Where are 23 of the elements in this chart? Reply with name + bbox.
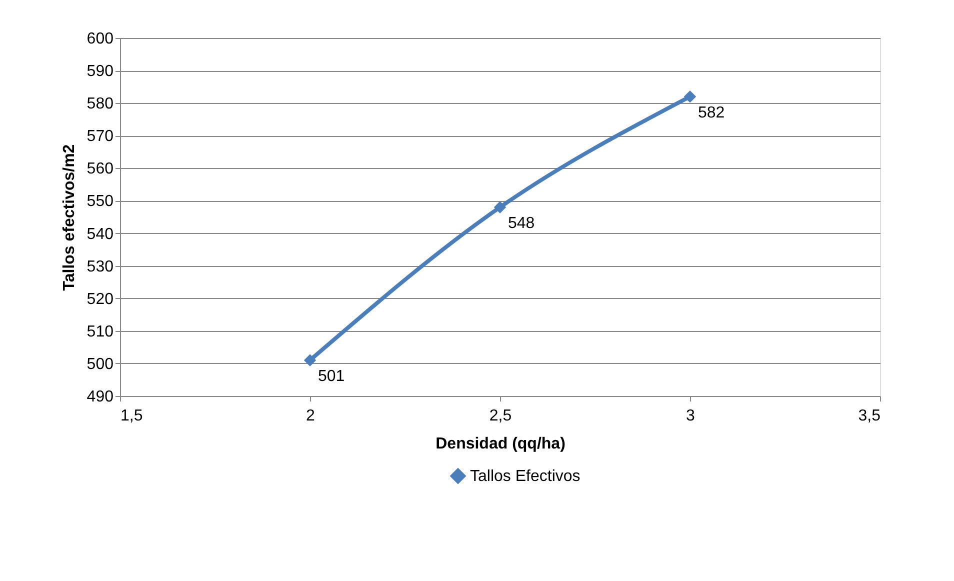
x-tick-label: 2 xyxy=(306,408,316,424)
y-tick-label: 570 xyxy=(86,128,114,146)
x-tick-label: 3,5 xyxy=(858,408,881,424)
y-tick-label: 550 xyxy=(86,193,114,210)
data-label: 582 xyxy=(698,104,725,122)
x-tick-label: 2,5 xyxy=(489,408,512,424)
x-axis-title: Densidad (qq/ha) xyxy=(436,436,566,452)
data-label: 501 xyxy=(318,368,345,386)
y-tick-label: 590 xyxy=(86,63,114,80)
y-tick-label: 490 xyxy=(86,388,114,406)
y-tick-label: 540 xyxy=(86,226,114,243)
y-tick-label: 600 xyxy=(86,30,114,48)
x-tick-label: 3 xyxy=(686,408,696,424)
y-tick-label: 520 xyxy=(86,290,114,308)
y-tick-label: 530 xyxy=(86,258,114,276)
y-axis-title: Tallos efectivos/m2 xyxy=(60,144,78,291)
y-tick-label: 500 xyxy=(86,356,114,373)
y-tick-label: 580 xyxy=(86,96,114,113)
y-tick-label: 510 xyxy=(86,323,114,340)
legend-label: Tallos Efectivos xyxy=(470,468,580,485)
y-tick-label: 560 xyxy=(86,160,114,178)
data-label: 548 xyxy=(508,215,535,232)
x-tick-label: 1,5 xyxy=(120,408,143,424)
